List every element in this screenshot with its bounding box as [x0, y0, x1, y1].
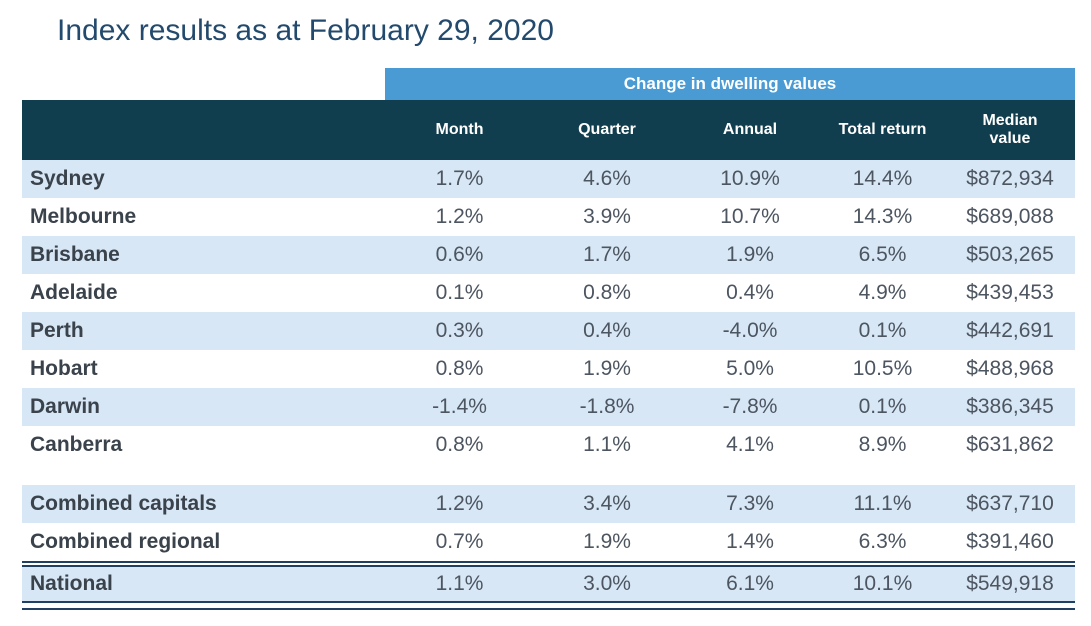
- row-label: National: [30, 572, 113, 595]
- cell-annual: -4.0%: [722, 319, 778, 342]
- page-title: Index results as at February 29, 2020: [57, 14, 554, 47]
- cell-quarter: 0.4%: [583, 319, 631, 342]
- cell-median-value: $439,453: [966, 281, 1054, 304]
- cell-annual: 10.9%: [720, 167, 780, 190]
- row-label: Adelaide: [30, 281, 118, 304]
- cell-month: 0.7%: [435, 530, 484, 553]
- cell-month: 0.8%: [435, 357, 484, 380]
- cell-median-value: $689,088: [966, 205, 1054, 228]
- divider-gap: [22, 603, 1075, 608]
- cell-total-return: 8.9%: [858, 433, 907, 456]
- cell-month: 0.8%: [435, 433, 484, 456]
- table-row-hobart: Hobart 0.8% 1.9% 5.0% 10.5% $488,968: [22, 350, 1075, 388]
- cell-quarter: 3.4%: [583, 492, 631, 515]
- cell-total-return: 11.1%: [853, 492, 912, 515]
- column-header-annual: Annual: [722, 121, 778, 138]
- column-header-month: Month: [435, 121, 484, 138]
- cell-quarter: 4.6%: [583, 167, 631, 190]
- row-label: Perth: [30, 319, 84, 342]
- table-row-brisbane: Brisbane 0.6% 1.7% 1.9% 6.5% $503,265: [22, 236, 1075, 274]
- cell-quarter: 0.8%: [583, 281, 631, 304]
- row-label: Combined capitals: [30, 492, 217, 515]
- cell-annual: 7.3%: [726, 492, 774, 515]
- column-header-empty: [22, 100, 385, 160]
- cell-median-value: $391,460: [966, 530, 1054, 553]
- row-label: Hobart: [30, 357, 98, 380]
- cell-median-value: $549,918: [966, 572, 1054, 595]
- cell-quarter: -1.8%: [579, 395, 635, 418]
- cell-annual: 4.1%: [726, 433, 774, 456]
- column-header-median-value: Median value: [945, 100, 1075, 160]
- table-header-row: Month Quarter Annual Total return Median…: [22, 100, 1075, 160]
- cell-median-value: $872,934: [966, 167, 1054, 190]
- cell-quarter: 1.7%: [583, 243, 631, 266]
- section-spacer: [22, 464, 1075, 485]
- cell-median-value: $442,691: [966, 319, 1054, 342]
- row-label: Combined regional: [30, 530, 221, 553]
- divider-rule: [22, 565, 1075, 567]
- cell-quarter: 1.9%: [583, 530, 631, 553]
- table-row-combined-regional: Combined regional 0.7% 1.9% 1.4% 6.3% $3…: [22, 523, 1075, 561]
- cell-quarter: 3.0%: [583, 572, 631, 595]
- cell-annual: 5.0%: [726, 357, 774, 380]
- row-label: Darwin: [30, 395, 101, 418]
- cell-median-value: $631,862: [966, 433, 1054, 456]
- row-label: Canberra: [30, 433, 123, 456]
- row-label: Brisbane: [30, 243, 120, 266]
- divider-rule: [22, 601, 1075, 603]
- cell-month: 0.1%: [435, 281, 484, 304]
- index-results-table: Change in dwelling values Month Quarter …: [22, 68, 1075, 610]
- cell-median-value: $637,710: [966, 492, 1054, 515]
- cell-total-return: 10.5%: [852, 357, 913, 380]
- column-header-median-value-label: Median value: [982, 111, 1038, 147]
- cell-month: -1.4%: [432, 395, 487, 418]
- cell-total-return: 4.9%: [858, 281, 907, 304]
- cell-total-return: 0.1%: [858, 395, 907, 418]
- table-row-canberra: Canberra 0.8% 1.1% 4.1% 8.9% $631,862: [22, 426, 1075, 464]
- divider-rule: [22, 561, 1075, 563]
- cell-total-return: 10.1%: [852, 572, 913, 595]
- group-header-band: Change in dwelling values: [385, 68, 1075, 100]
- cell-quarter: 3.9%: [583, 205, 631, 228]
- cell-median-value: $503,265: [966, 243, 1054, 266]
- cell-annual: 0.4%: [726, 281, 774, 304]
- cell-month: 0.3%: [435, 319, 484, 342]
- column-header-quarter: Quarter: [578, 121, 636, 138]
- table-row-darwin: Darwin -1.4% -1.8% -7.8% 0.1% $386,345: [22, 388, 1075, 426]
- cell-month: 1.1%: [435, 572, 484, 595]
- table-row-melbourne: Melbourne 1.2% 3.9% 10.7% 14.3% $689,088: [22, 198, 1075, 236]
- divider-gap: [22, 563, 1075, 565]
- table-row-combined-capitals: Combined capitals 1.2% 3.4% 7.3% 11.1% $…: [22, 485, 1075, 523]
- table-row-adelaide: Adelaide 0.1% 0.8% 0.4% 4.9% $439,453: [22, 274, 1075, 312]
- cell-annual: -7.8%: [722, 395, 778, 418]
- table-row-perth: Perth 0.3% 0.4% -4.0% 0.1% $442,691: [22, 312, 1075, 350]
- cell-total-return: 0.1%: [858, 319, 907, 342]
- row-label: Sydney: [30, 167, 105, 190]
- table-row-national: National 1.1% 3.0% 6.1% 10.1% $549,918: [22, 567, 1075, 601]
- cell-median-value: $386,345: [966, 395, 1054, 418]
- column-header-total-return: Total return: [838, 121, 927, 138]
- cell-median-value: $488,968: [966, 357, 1054, 380]
- cell-total-return: 14.4%: [852, 167, 913, 190]
- cell-quarter: 1.1%: [583, 433, 631, 456]
- cell-month: 0.6%: [435, 243, 484, 266]
- cell-annual: 10.7%: [720, 205, 780, 228]
- table-row-sydney: Sydney 1.7% 4.6% 10.9% 14.4% $872,934: [22, 160, 1075, 198]
- cell-annual: 6.1%: [726, 572, 774, 595]
- cell-quarter: 1.9%: [583, 357, 631, 380]
- row-label: Melbourne: [30, 205, 137, 228]
- cell-month: 1.2%: [435, 205, 484, 228]
- cell-annual: 1.9%: [726, 243, 774, 266]
- cell-total-return: 6.5%: [858, 243, 907, 266]
- cell-month: 1.2%: [435, 492, 484, 515]
- group-header-label: Change in dwelling values: [623, 74, 837, 93]
- cell-month: 1.7%: [435, 167, 484, 190]
- cell-total-return: 6.3%: [858, 530, 907, 553]
- cell-annual: 1.4%: [726, 530, 774, 553]
- divider-rule: [22, 608, 1075, 610]
- cell-total-return: 14.3%: [852, 205, 913, 228]
